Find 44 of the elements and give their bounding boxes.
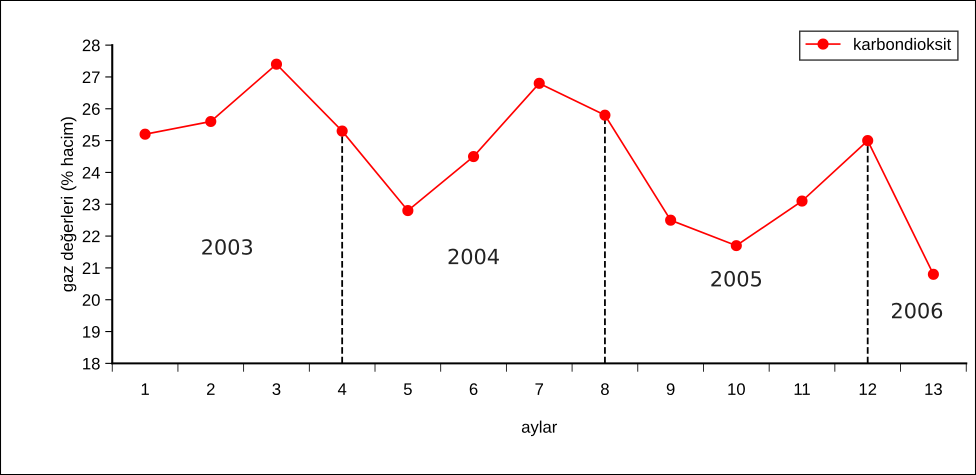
point — [665, 214, 676, 226]
y-tick-label: 22 — [82, 230, 100, 242]
point — [336, 125, 348, 137]
point — [599, 110, 610, 121]
annotation: 2006 — [892, 302, 942, 318]
point — [730, 240, 742, 252]
x-tick-label: 4 — [338, 383, 346, 395]
x-tick-label: 11 — [794, 383, 810, 395]
y-tick-label: 18 — [83, 358, 100, 370]
point — [534, 78, 545, 89]
y-tick-label: 26 — [82, 103, 100, 115]
y-tick-label: 21 — [82, 262, 100, 274]
point — [270, 58, 282, 70]
x-tick-label: 10 — [728, 383, 745, 396]
x-tick-label: 5 — [404, 383, 412, 396]
x-axis-title: aylar — [522, 420, 558, 436]
point — [796, 196, 808, 207]
point — [205, 116, 216, 128]
x-tick-label: 12 — [860, 383, 876, 395]
annotation: 2003 — [202, 239, 252, 255]
y-tick-label: 25 — [82, 135, 100, 147]
x-tick-label: 7 — [535, 383, 544, 395]
legend-label: karbondioksit — [854, 38, 952, 50]
x-tick-label: 3 — [272, 383, 280, 396]
x-tick-label: 9 — [666, 383, 674, 396]
x-tick-label: 1 — [142, 383, 149, 395]
point — [862, 135, 874, 146]
point — [928, 268, 939, 280]
y-tick-label: 28 — [82, 40, 100, 52]
x-tick-label: 6 — [470, 383, 478, 396]
annotation: 2004 — [448, 248, 499, 264]
y-tick-label: 27 — [82, 71, 100, 83]
x-tick-label: 13 — [925, 383, 942, 396]
point — [402, 205, 414, 216]
point — [468, 150, 480, 162]
x-tick-label: 8 — [601, 383, 609, 396]
y-tick-label: 23 — [82, 198, 100, 210]
annotation: 2005 — [711, 270, 762, 287]
y-tick-label: 20 — [82, 294, 100, 306]
y-tick-label: 19 — [83, 326, 100, 338]
x-tick-label: 2 — [206, 383, 215, 395]
point — [140, 128, 151, 140]
y-tick-label: 24 — [82, 166, 100, 178]
y-axis-title: gaz değerleri (% hacim) — [60, 117, 76, 292]
